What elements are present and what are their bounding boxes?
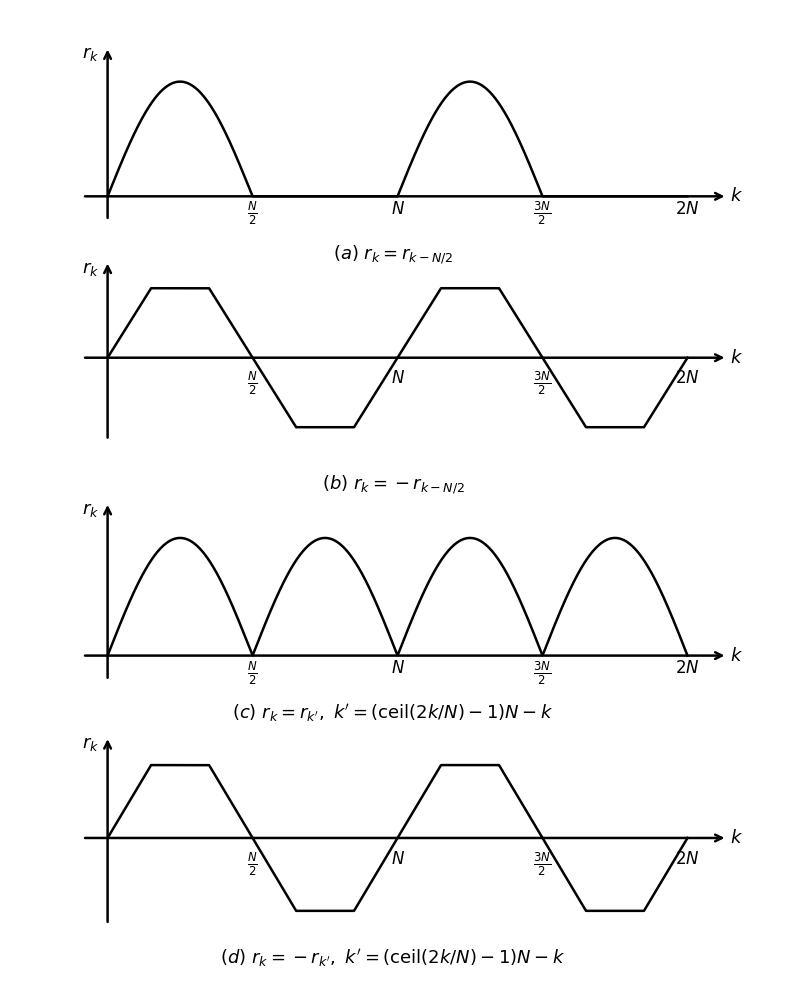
Text: $r_k$: $r_k$: [82, 735, 99, 753]
Text: $(a)\ r_k = r_{k-N/2}$: $(a)\ r_k = r_{k-N/2}$: [332, 243, 454, 266]
Text: $r_k$: $r_k$: [82, 260, 99, 278]
Text: $N$: $N$: [391, 200, 405, 218]
Text: $2N$: $2N$: [675, 659, 700, 677]
Text: $2N$: $2N$: [675, 369, 700, 387]
Text: $\frac{N}{2}$: $\frac{N}{2}$: [248, 369, 258, 397]
Text: $N$: $N$: [391, 659, 405, 677]
Text: $r_k$: $r_k$: [82, 501, 99, 519]
Text: $(d)\ r_k = -r_{k^{\prime}},\ k^{\prime} = \left(\mathrm{ceil}(2k/N)-1\right)N-k: $(d)\ r_k = -r_{k^{\prime}},\ k^{\prime}…: [220, 947, 566, 969]
Text: $k$: $k$: [729, 349, 743, 367]
Text: $\frac{N}{2}$: $\frac{N}{2}$: [248, 200, 258, 227]
Text: $N$: $N$: [391, 850, 405, 868]
Text: $(b)\ r_k = -r_{k-N/2}$: $(b)\ r_k = -r_{k-N/2}$: [321, 473, 465, 496]
Text: $\frac{3N}{2}$: $\frac{3N}{2}$: [534, 850, 552, 878]
Text: $\frac{N}{2}$: $\frac{N}{2}$: [248, 659, 258, 687]
Text: $\frac{3N}{2}$: $\frac{3N}{2}$: [534, 659, 552, 687]
Text: $2N$: $2N$: [675, 200, 700, 218]
Text: $(c)\ r_k = r_{k^{\prime}},\ k^{\prime} = \left(\mathrm{ceil}(2k/N)-1\right)N-k$: $(c)\ r_k = r_{k^{\prime}},\ k^{\prime} …: [232, 702, 554, 724]
Text: $k$: $k$: [729, 187, 743, 205]
Text: $\frac{3N}{2}$: $\frac{3N}{2}$: [534, 369, 552, 397]
Text: $k$: $k$: [729, 829, 743, 847]
Text: $N$: $N$: [391, 369, 405, 387]
Text: $r_k$: $r_k$: [82, 45, 99, 63]
Text: $2N$: $2N$: [675, 850, 700, 868]
Text: $\frac{3N}{2}$: $\frac{3N}{2}$: [534, 200, 552, 227]
Text: $k$: $k$: [729, 647, 743, 665]
Text: $\frac{N}{2}$: $\frac{N}{2}$: [248, 850, 258, 878]
